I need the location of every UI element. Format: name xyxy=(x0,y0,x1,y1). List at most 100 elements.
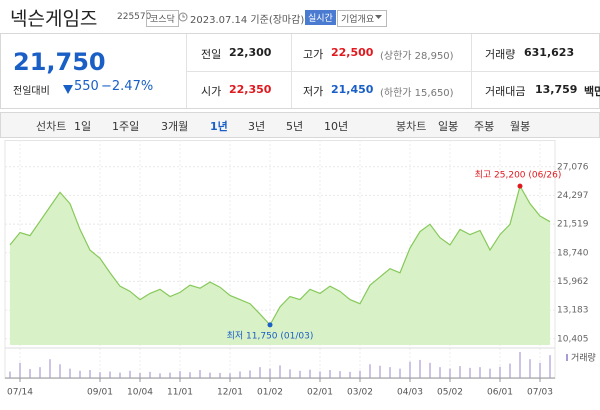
high-annotation: 최고 25,200 (06/26) xyxy=(475,170,562,181)
y-tick-label: 24,297 xyxy=(557,191,589,201)
cell-extra: (상한가 28,950) xyxy=(380,51,454,62)
x-tick-label: 11/01 xyxy=(167,388,193,398)
stock-code: 225570 xyxy=(117,12,152,22)
x-tick-label: 04/03 xyxy=(397,388,423,398)
volume-bar xyxy=(499,366,501,378)
clock-icon xyxy=(178,12,188,22)
cell-label: 거래량 xyxy=(485,48,516,61)
divider xyxy=(186,71,599,72)
volume-bar xyxy=(329,370,331,378)
volume-bar xyxy=(249,370,251,378)
change: 550 xyxy=(74,79,99,94)
volume-bar xyxy=(29,368,31,378)
cell-value: 21,450 xyxy=(331,83,374,96)
cell-value: 22,350 xyxy=(229,83,272,96)
x-tick-label: 01/02 xyxy=(257,388,283,398)
volume-bar xyxy=(489,368,491,378)
volume-label: 거래량 xyxy=(571,352,596,364)
volume-bar xyxy=(419,359,421,378)
candle-tab[interactable]: 주봉 xyxy=(474,120,495,133)
volume-bar xyxy=(79,370,81,378)
volume-bar xyxy=(279,365,281,378)
x-tick-label: 09/01 xyxy=(87,388,113,398)
volume-bar xyxy=(399,368,401,378)
price-area xyxy=(10,186,550,345)
candle-chart-label: 봉차트 xyxy=(396,120,427,133)
volume-bar xyxy=(349,371,351,378)
realtime-badge[interactable]: 실시간 xyxy=(305,10,336,25)
volume-bar xyxy=(149,371,151,378)
volume-bar xyxy=(369,364,371,378)
volume-bar xyxy=(459,366,461,378)
dropdown-arrow xyxy=(375,15,382,19)
volume-bar xyxy=(539,362,541,378)
low-marker xyxy=(267,322,273,328)
volume-bar xyxy=(479,367,481,378)
volume-bar xyxy=(19,362,21,378)
period-tab[interactable]: 1일 xyxy=(74,120,92,133)
period-tab[interactable]: 1년 xyxy=(210,120,228,133)
high-marker xyxy=(517,183,523,189)
volume-bar xyxy=(139,372,141,378)
down-triangle xyxy=(63,85,73,94)
volume-bar xyxy=(229,373,231,378)
volume-legend-swatch xyxy=(566,354,568,361)
volume-bar xyxy=(389,367,391,378)
volume-bar xyxy=(359,370,361,378)
volume-bar xyxy=(529,359,531,378)
x-tick-label: 06/01 xyxy=(487,388,513,398)
x-tick-label: 07/14 xyxy=(7,388,33,398)
cell-value: 13,759 xyxy=(535,83,578,96)
cell-label: 거래대금 xyxy=(485,85,526,98)
quote-box: 21,750 전일대비 550 −2.47% 전일 22,300 고가 22,500 (… xyxy=(0,33,600,109)
company-dropdown[interactable]: 기업개요 xyxy=(337,10,388,27)
volume-bar xyxy=(209,372,211,378)
candle-tab[interactable]: 일봉 xyxy=(438,120,459,133)
tab-bar: 선차트 봉차트 1일 1주일 3개월 1년 3년 5년 10년 일봉 주봉 월봉 xyxy=(0,112,600,138)
volume-bar xyxy=(429,362,431,378)
cell-unit: 백만 xyxy=(584,85,600,98)
volume-bar xyxy=(439,367,441,378)
period-tab[interactable]: 3년 xyxy=(248,120,266,133)
period-tab[interactable]: 3개월 xyxy=(161,120,189,133)
candle-tab[interactable]: 월봉 xyxy=(510,120,531,133)
volume-bar xyxy=(179,371,181,378)
volume-bar xyxy=(199,370,201,378)
y-tick-label: 21,519 xyxy=(557,220,589,230)
y-tick-label: 10,405 xyxy=(557,334,589,344)
volume-bar xyxy=(269,368,271,378)
volume-bar xyxy=(9,371,11,378)
market-badge: 코스닥 xyxy=(146,10,179,27)
volume-bar xyxy=(319,371,321,378)
volume-bar xyxy=(49,359,51,378)
volume-bar xyxy=(469,367,471,378)
volume-bar xyxy=(159,373,161,378)
x-tick-label: 12/01 xyxy=(217,388,243,398)
y-tick-label: 18,740 xyxy=(557,248,589,258)
volume-bar xyxy=(519,352,521,378)
line-chart-label: 선차트 xyxy=(36,120,67,133)
x-tick-label: 10/04 xyxy=(127,388,153,398)
volume-bar xyxy=(99,372,101,378)
volume-bar xyxy=(119,372,121,378)
low-annotation: 최저 11,750 (01/03) xyxy=(227,330,314,341)
x-tick-label: 07/03 xyxy=(527,388,553,398)
change-label: 전일대비 xyxy=(13,86,50,97)
cell-extra: (하한가 15,650) xyxy=(380,88,454,99)
volume-bar xyxy=(259,367,261,378)
period-tab[interactable]: 10년 xyxy=(324,120,349,133)
volume-bar xyxy=(339,371,341,378)
x-tick-label: 02/01 xyxy=(307,388,333,398)
volume-bar xyxy=(189,372,191,378)
volume-bar xyxy=(69,368,71,378)
volume-bar xyxy=(299,370,301,378)
volume-bar xyxy=(379,365,381,378)
period-tab[interactable]: 1주일 xyxy=(112,120,140,133)
date: 2023.07.14 기준(장마감) xyxy=(190,15,305,26)
chart: 27,076 24,297 21,519 18,740 15,962 13,183 10,4… xyxy=(4,140,596,398)
x-tick-label: 05/02 xyxy=(437,388,463,398)
y-tick-label: 27,076 xyxy=(557,162,589,172)
period-tab[interactable]: 5년 xyxy=(286,120,304,133)
cell-label: 저가 xyxy=(303,85,324,98)
